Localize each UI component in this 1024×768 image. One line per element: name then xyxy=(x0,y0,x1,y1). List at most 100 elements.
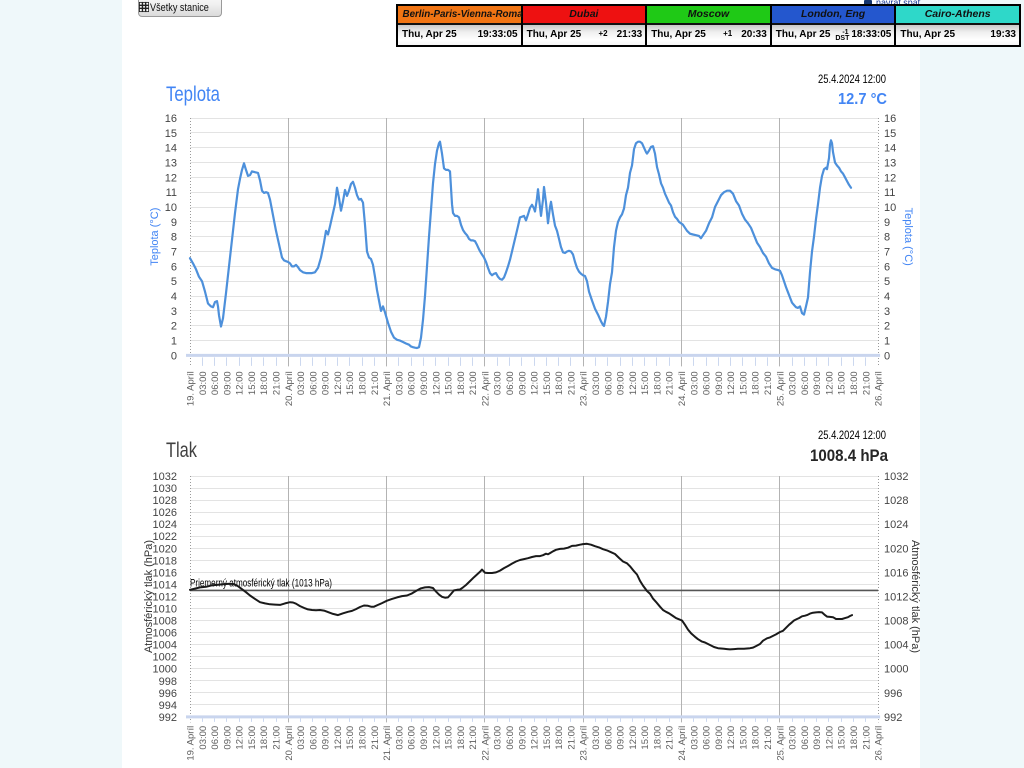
svg-text:Teplota: Teplota xyxy=(166,83,220,106)
svg-text:03:00: 03:00 xyxy=(689,371,700,395)
svg-text:5: 5 xyxy=(171,276,177,288)
svg-text:06:00: 06:00 xyxy=(603,726,614,750)
svg-text:21:00: 21:00 xyxy=(763,371,774,395)
svg-text:09:00: 09:00 xyxy=(419,726,430,750)
svg-text:09:00: 09:00 xyxy=(222,371,233,395)
svg-text:996: 996 xyxy=(159,688,177,700)
svg-text:Priemerný atmosférický tlak (1: Priemerný atmosférický tlak (1013 hPa) xyxy=(190,577,332,589)
svg-text:06:00: 06:00 xyxy=(505,726,516,750)
svg-text:12:00: 12:00 xyxy=(628,726,639,750)
svg-text:18:00: 18:00 xyxy=(849,726,860,750)
svg-text:12.7 °C: 12.7 °C xyxy=(838,91,887,108)
svg-text:Teplota (°C): Teplota (°C) xyxy=(149,208,161,266)
svg-text:09:00: 09:00 xyxy=(222,726,233,750)
svg-text:06:00: 06:00 xyxy=(407,726,418,750)
svg-text:18:00: 18:00 xyxy=(259,726,270,750)
svg-text:12:00: 12:00 xyxy=(530,371,541,395)
svg-text:26. Apríl: 26. Apríl xyxy=(874,371,885,406)
svg-text:03:00: 03:00 xyxy=(394,726,405,750)
svg-text:1008.4 hPa: 1008.4 hPa xyxy=(810,446,888,465)
svg-text:7: 7 xyxy=(171,247,177,259)
svg-text:06:00: 06:00 xyxy=(308,726,319,750)
svg-text:1024: 1024 xyxy=(884,519,908,531)
svg-text:992: 992 xyxy=(159,712,177,724)
svg-text:11: 11 xyxy=(166,187,177,199)
svg-text:9: 9 xyxy=(171,217,177,229)
svg-text:09:00: 09:00 xyxy=(714,371,725,395)
svg-text:06:00: 06:00 xyxy=(210,726,221,750)
svg-text:16: 16 xyxy=(165,113,177,125)
svg-text:8: 8 xyxy=(884,232,890,244)
svg-text:06:00: 06:00 xyxy=(702,726,713,750)
svg-text:15:00: 15:00 xyxy=(738,371,749,395)
svg-text:12:00: 12:00 xyxy=(726,726,737,750)
svg-text:7: 7 xyxy=(884,247,890,259)
svg-text:1016: 1016 xyxy=(153,567,177,579)
svg-text:15:00: 15:00 xyxy=(444,371,455,395)
svg-text:21:00: 21:00 xyxy=(272,371,283,395)
svg-text:12:00: 12:00 xyxy=(333,371,344,395)
svg-text:24. Apríl: 24. Apríl xyxy=(677,726,688,761)
svg-text:Tlak: Tlak xyxy=(166,439,197,462)
svg-text:8: 8 xyxy=(171,232,177,244)
svg-text:16: 16 xyxy=(884,113,896,125)
svg-text:21:00: 21:00 xyxy=(468,371,479,395)
svg-text:22. Apríl: 22. Apríl xyxy=(480,371,491,406)
svg-text:18:00: 18:00 xyxy=(554,371,565,395)
svg-text:1030: 1030 xyxy=(153,483,177,495)
svg-text:03:00: 03:00 xyxy=(689,726,700,750)
svg-text:998: 998 xyxy=(159,676,177,688)
svg-text:1032: 1032 xyxy=(884,471,908,483)
svg-text:09:00: 09:00 xyxy=(517,726,528,750)
svg-text:15:00: 15:00 xyxy=(542,371,553,395)
svg-text:12:00: 12:00 xyxy=(333,726,344,750)
svg-text:1024: 1024 xyxy=(153,519,177,531)
svg-text:3: 3 xyxy=(171,306,177,318)
svg-text:06:00: 06:00 xyxy=(603,371,614,395)
svg-text:13: 13 xyxy=(165,158,177,170)
svg-text:15:00: 15:00 xyxy=(345,726,356,750)
svg-text:21:00: 21:00 xyxy=(861,371,872,395)
svg-text:1028: 1028 xyxy=(153,495,177,507)
svg-text:15:00: 15:00 xyxy=(738,726,749,750)
svg-text:09:00: 09:00 xyxy=(321,726,332,750)
svg-text:03:00: 03:00 xyxy=(591,726,602,750)
svg-text:994: 994 xyxy=(159,700,177,712)
svg-text:21:00: 21:00 xyxy=(370,726,381,750)
svg-text:12:00: 12:00 xyxy=(530,726,541,750)
svg-text:03:00: 03:00 xyxy=(493,726,504,750)
svg-text:14: 14 xyxy=(884,143,896,155)
svg-text:03:00: 03:00 xyxy=(591,371,602,395)
svg-text:03:00: 03:00 xyxy=(788,726,799,750)
svg-text:18:00: 18:00 xyxy=(849,371,860,395)
svg-text:03:00: 03:00 xyxy=(493,371,504,395)
svg-text:2: 2 xyxy=(171,321,177,333)
svg-text:15:00: 15:00 xyxy=(542,726,553,750)
svg-text:25.4.2024 12:00: 25.4.2024 12:00 xyxy=(818,72,886,86)
svg-text:6: 6 xyxy=(171,261,177,273)
svg-text:19. Apríl: 19. Apríl xyxy=(186,726,197,761)
svg-text:06:00: 06:00 xyxy=(505,371,516,395)
svg-text:1020: 1020 xyxy=(884,543,908,555)
svg-text:Teplota (°C): Teplota (°C) xyxy=(902,208,914,266)
svg-text:1006: 1006 xyxy=(153,628,177,640)
svg-text:Atmosférický tlak (hPa): Atmosférický tlak (hPa) xyxy=(909,540,921,653)
svg-text:12:00: 12:00 xyxy=(235,371,246,395)
svg-text:18:00: 18:00 xyxy=(259,371,270,395)
svg-text:1026: 1026 xyxy=(153,507,177,519)
svg-text:0: 0 xyxy=(171,350,177,362)
svg-text:1002: 1002 xyxy=(153,652,177,664)
svg-text:12: 12 xyxy=(884,172,896,184)
svg-text:12:00: 12:00 xyxy=(431,371,442,395)
svg-text:20. Apríl: 20. Apríl xyxy=(284,726,295,761)
svg-text:1: 1 xyxy=(171,336,177,348)
svg-text:10: 10 xyxy=(884,202,896,214)
svg-text:15:00: 15:00 xyxy=(247,726,258,750)
svg-text:06:00: 06:00 xyxy=(210,371,221,395)
svg-text:24. Apríl: 24. Apríl xyxy=(677,371,688,406)
svg-text:1028: 1028 xyxy=(884,495,908,507)
svg-text:15:00: 15:00 xyxy=(247,371,258,395)
svg-text:1022: 1022 xyxy=(153,531,177,543)
svg-text:9: 9 xyxy=(884,217,890,229)
svg-text:26. Apríl: 26. Apríl xyxy=(874,726,885,761)
